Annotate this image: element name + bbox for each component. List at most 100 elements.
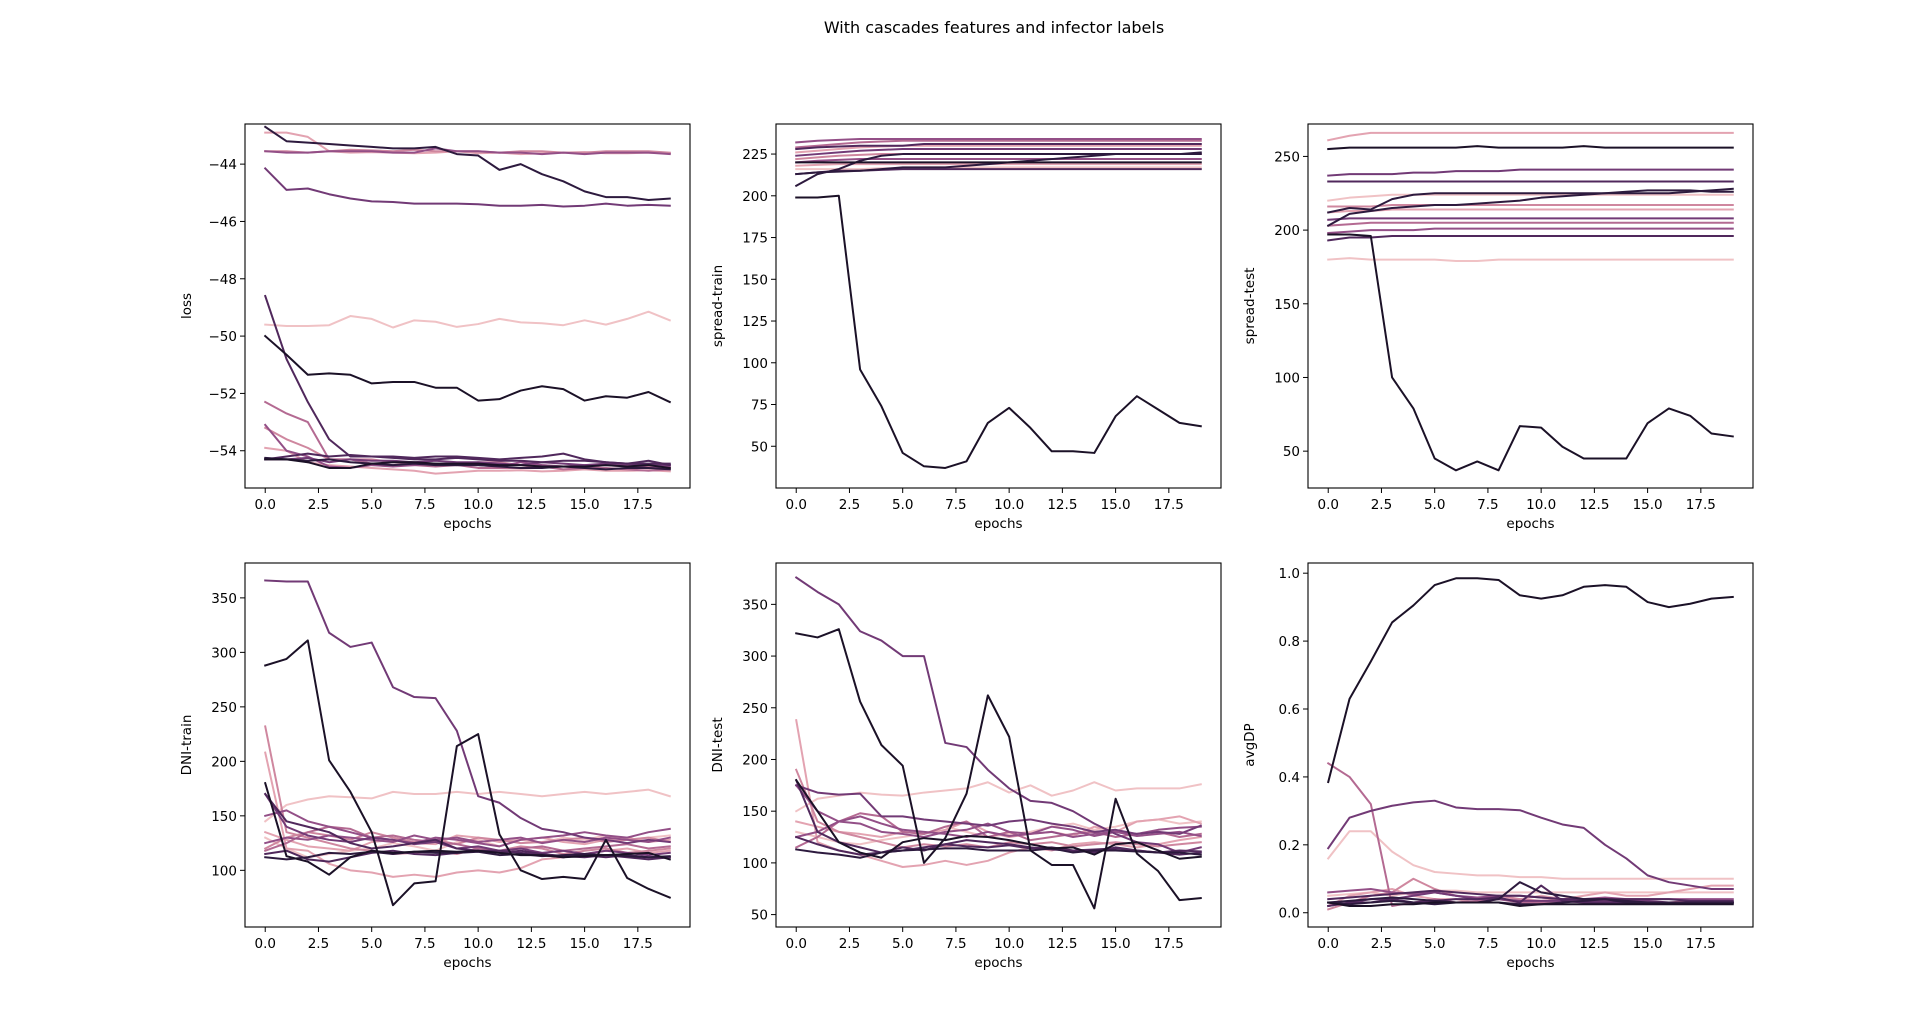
- x-tick-label: 2.5: [839, 936, 860, 952]
- y-tick-label: 100: [742, 856, 768, 872]
- x-tick-label: 2.5: [308, 497, 329, 513]
- series-line: [263, 334, 672, 404]
- x-tick-label: 17.5: [1154, 936, 1184, 952]
- x-axis-label: epochs: [443, 516, 491, 532]
- series-line: [1327, 889, 1734, 902]
- series-line: [1327, 227, 1734, 235]
- x-tick-label: 17.5: [1686, 936, 1716, 952]
- y-tick-label: 150: [742, 272, 768, 288]
- subplot-loss: 0.0 2.5 5.0 7.5 10.0 12.5 15.0 17.5 −54 −52 −50 −48…: [179, 123, 691, 532]
- x-tick-label: 10.0: [463, 497, 493, 513]
- x-axis-label: epochs: [974, 516, 1022, 532]
- series-line: [1327, 221, 1734, 227]
- plot-area: [794, 138, 1202, 469]
- axes-frame: [244, 123, 691, 489]
- series-line: [264, 452, 671, 465]
- x-tick-label: 0.0: [1317, 936, 1338, 952]
- y-tick-label: −44: [209, 157, 238, 173]
- series-line: [264, 834, 671, 845]
- y-tick-label: 0.6: [1279, 702, 1300, 718]
- series-line: [795, 148, 1202, 157]
- x-tick-label: 7.5: [1477, 936, 1498, 952]
- series-line: [263, 125, 671, 201]
- x-tick-label: 0.0: [785, 497, 806, 513]
- y-tick-label: 300: [211, 645, 237, 661]
- plot-area: [1326, 577, 1734, 911]
- plot-area: [263, 125, 672, 475]
- y-tick-label: 0.2: [1279, 838, 1300, 854]
- x-tick-label: 2.5: [308, 936, 329, 952]
- y-tick-label: 50: [1283, 444, 1300, 460]
- y-tick-label: −52: [209, 386, 238, 402]
- series-line: [1326, 761, 1734, 907]
- y-tick-label: 100: [211, 863, 237, 879]
- series-line: [794, 781, 1202, 813]
- series-line: [795, 144, 1202, 154]
- x-tick-label: 7.5: [945, 936, 966, 952]
- series-line: [263, 792, 671, 857]
- series-line: [1327, 204, 1734, 208]
- y-axis-label: loss: [179, 293, 195, 319]
- x-tick-label: 10.0: [1526, 497, 1556, 513]
- x-tick-label: 15.0: [570, 497, 600, 513]
- y-tick-label: 250: [742, 701, 768, 717]
- series-line: [795, 815, 1202, 839]
- x-tick-label: 2.5: [1371, 936, 1392, 952]
- y-tick-label: 200: [1274, 223, 1300, 239]
- y-tick-label: 150: [211, 809, 237, 825]
- series-line: [794, 778, 1202, 860]
- y-tick-label: 125: [742, 314, 768, 330]
- x-tick-label: 12.5: [1579, 497, 1609, 513]
- x-tick-label: 5.0: [1424, 497, 1445, 513]
- y-tick-label: 225: [742, 147, 768, 163]
- x-tick-label: 10.0: [463, 936, 493, 952]
- x-tick-label: 0.0: [254, 936, 275, 952]
- subplot-avgDP: 0.0 2.5 5.0 7.5 10.0 12.5 15.0 17.5 0.0 0.2 0.4 0.6…: [1242, 562, 1754, 971]
- series-line: [263, 167, 671, 208]
- series-line: [264, 446, 671, 475]
- y-tick-label: 200: [742, 752, 768, 768]
- series-line: [264, 310, 672, 329]
- series-line: [795, 138, 1202, 144]
- subplot-spread-test: 0.0 2.5 5.0 7.5 10.0 12.5 15.0 17.5 50 100 150 200 2…: [1242, 123, 1754, 532]
- x-tick-label: 10.0: [1526, 936, 1556, 952]
- x-tick-label: 5.0: [1424, 936, 1445, 952]
- series-line: [795, 139, 1202, 149]
- y-tick-label: −54: [209, 444, 238, 460]
- x-tick-label: 17.5: [1686, 497, 1716, 513]
- x-tick-label: 17.5: [1154, 497, 1184, 513]
- y-tick-label: 100: [1274, 370, 1300, 386]
- x-tick-label: 12.5: [516, 936, 546, 952]
- y-tick-label: 175: [742, 231, 768, 247]
- x-tick-label: 5.0: [892, 936, 913, 952]
- series-line: [264, 579, 671, 845]
- y-tick-label: 350: [211, 591, 237, 607]
- series-line: [795, 194, 1202, 469]
- y-tick-label: 1.0: [1279, 566, 1300, 582]
- x-tick-label: 5.0: [892, 497, 913, 513]
- series-line: [1326, 189, 1734, 228]
- series-line: [795, 628, 1202, 910]
- y-tick-label: 150: [742, 804, 768, 820]
- y-axis-label: avgDP: [1242, 723, 1258, 766]
- axes-frame: [775, 562, 1222, 928]
- x-tick-label: 12.5: [516, 497, 546, 513]
- series-line: [264, 458, 671, 470]
- x-axis-label: epochs: [443, 955, 491, 971]
- y-tick-label: −48: [209, 272, 238, 288]
- series-line: [1327, 193, 1734, 202]
- y-tick-label: 0.4: [1279, 770, 1300, 786]
- x-tick-label: 15.0: [1633, 936, 1663, 952]
- series-line: [1327, 145, 1734, 151]
- x-tick-label: 7.5: [414, 497, 435, 513]
- x-tick-label: 0.0: [254, 497, 275, 513]
- series-line: [1327, 131, 1734, 142]
- y-tick-label: −50: [209, 329, 238, 345]
- series-line: [795, 163, 1202, 167]
- y-axis-label: DNI-test: [710, 717, 726, 772]
- x-tick-label: 7.5: [414, 936, 435, 952]
- x-tick-label: 15.0: [570, 936, 600, 952]
- axes-frame: [1307, 123, 1754, 489]
- plot-area: [794, 576, 1203, 910]
